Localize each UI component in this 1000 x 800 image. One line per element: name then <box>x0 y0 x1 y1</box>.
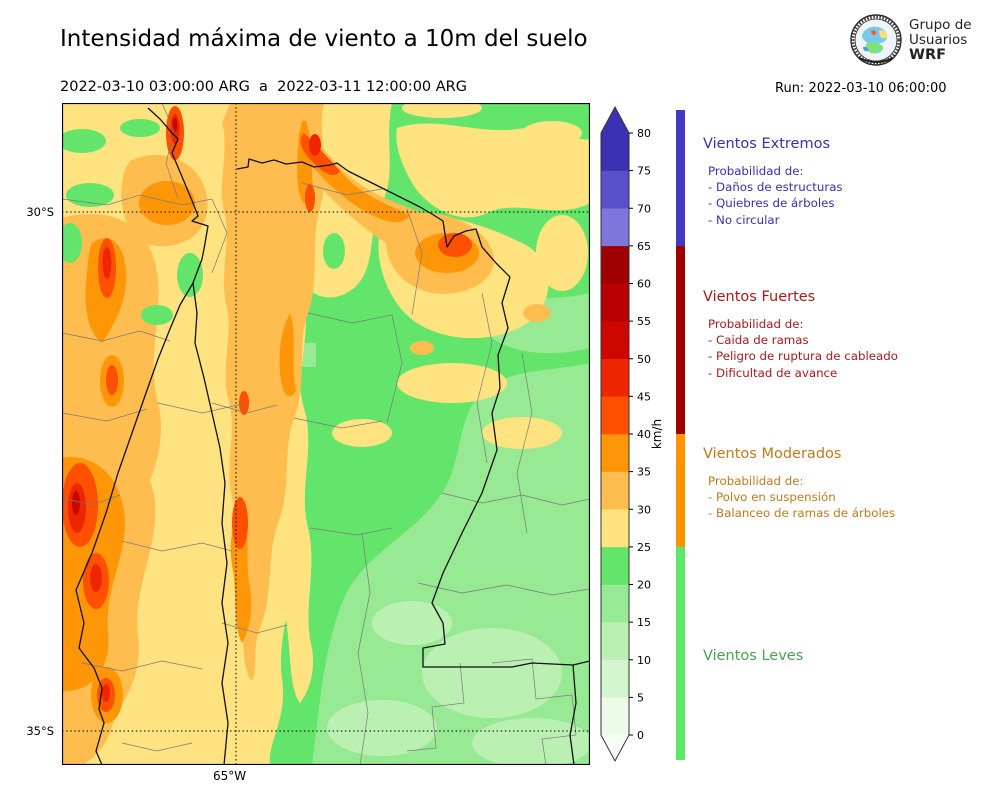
svg-text:20: 20 <box>637 579 651 592</box>
svg-text:km/h: km/h <box>650 419 664 449</box>
strip-fuertes <box>676 246 685 434</box>
strip-leves <box>676 547 685 760</box>
province-borders <box>75 107 591 766</box>
forecast-period: 2022-03-10 03:00:00 ARG a 2022-03-11 12:… <box>60 79 467 95</box>
svg-text:30: 30 <box>637 503 651 516</box>
logo-text-wrf: WRF <box>909 46 947 63</box>
svg-text:45: 45 <box>637 390 651 403</box>
legend-item: - Dificultad de avance <box>708 365 838 380</box>
svg-text:60: 60 <box>637 278 651 291</box>
lat-label-30s: 30°S <box>26 205 54 219</box>
graticule <box>62 103 590 765</box>
run-timestamp: Run: 2022-03-10 06:00:00 <box>775 81 947 96</box>
lon-label-65w: 65°W <box>213 769 247 783</box>
strip-extremos <box>676 110 685 246</box>
svg-text:80: 80 <box>637 127 651 140</box>
strip-moderados <box>676 434 685 547</box>
svg-text:25: 25 <box>637 541 651 554</box>
map-green-patches <box>58 119 370 383</box>
svg-text:75: 75 <box>637 165 651 178</box>
svg-text:15: 15 <box>637 616 651 629</box>
lat-label-35s: 35°S <box>26 724 54 738</box>
legend-title: Vientos Fuertes <box>703 289 816 305</box>
legend-title: Vientos Moderados <box>703 446 842 462</box>
svg-text:55: 55 <box>637 315 651 328</box>
legend-body: Probabilidad de: - Caida de ramas - Peli… <box>703 316 995 381</box>
legend-item: - Caida de ramas <box>708 333 809 348</box>
map-light-green-regions <box>290 293 592 768</box>
svg-text:5: 5 <box>637 691 644 704</box>
legend-item: - No circular <box>708 212 780 227</box>
svg-text:10: 10 <box>637 654 651 667</box>
legend-title: Vientos Extremos <box>703 136 831 152</box>
svg-text:70: 70 <box>637 202 651 215</box>
globe-emblem-icon <box>850 14 902 66</box>
svg-text:50: 50 <box>637 353 651 366</box>
legend-intro: Probabilidad de: <box>708 474 804 488</box>
wind-intensity-map-canvas <box>58 98 592 768</box>
department-borders <box>61 102 591 766</box>
legend-section-fuertes: Vientos Fuertes Probabilidad de: - Caida… <box>703 289 995 381</box>
svg-text:40: 40 <box>637 428 651 441</box>
legend-item: - Daños de estructuras <box>708 180 843 195</box>
legend-section-leves: Vientos Leves <box>703 648 995 664</box>
logo: Grupo de Usuarios WRF <box>849 13 972 67</box>
legend-intro: Probabilidad de: <box>708 164 804 178</box>
legend-intro: Probabilidad de: <box>708 317 804 331</box>
legend-item: - Peligro de ruptura de cableado <box>708 349 898 364</box>
legend-title: Vientos Leves <box>703 648 804 664</box>
legend-item: - Quiebres de árboles <box>708 196 835 211</box>
legend-item: - Balanceo de ramas de árboles <box>708 506 896 521</box>
category-color-strip <box>676 110 685 760</box>
legend-body: Probabilidad de: - Daños de estructuras … <box>703 163 995 228</box>
logo-text-line2: Usuarios <box>909 31 968 48</box>
legend-item: - Polvo en suspensión <box>708 490 836 505</box>
svg-text:0: 0 <box>637 729 644 742</box>
legend-body: Probabilidad de: - Polvo en suspensión -… <box>703 473 995 522</box>
logo-text-line1: Grupo de <box>909 16 972 33</box>
svg-text:65: 65 <box>637 240 651 253</box>
wind-intensity-map <box>58 98 592 768</box>
svg-text:35: 35 <box>637 466 651 479</box>
page-title: Intensidad máxima de viento a 10m del su… <box>60 26 588 52</box>
legend-section-extremos: Vientos Extremos Probabilidad de: - Daño… <box>703 136 995 228</box>
legend-section-moderados: Vientos Moderados Probabilidad de: - Pol… <box>703 446 995 522</box>
logo-text: Grupo de Usuarios WRF <box>909 16 972 63</box>
wind-speed-colorbar: 0 5 10 15 20 25 30 35 40 45 50 55 60 65 70 75 80 km/h <box>600 105 664 763</box>
